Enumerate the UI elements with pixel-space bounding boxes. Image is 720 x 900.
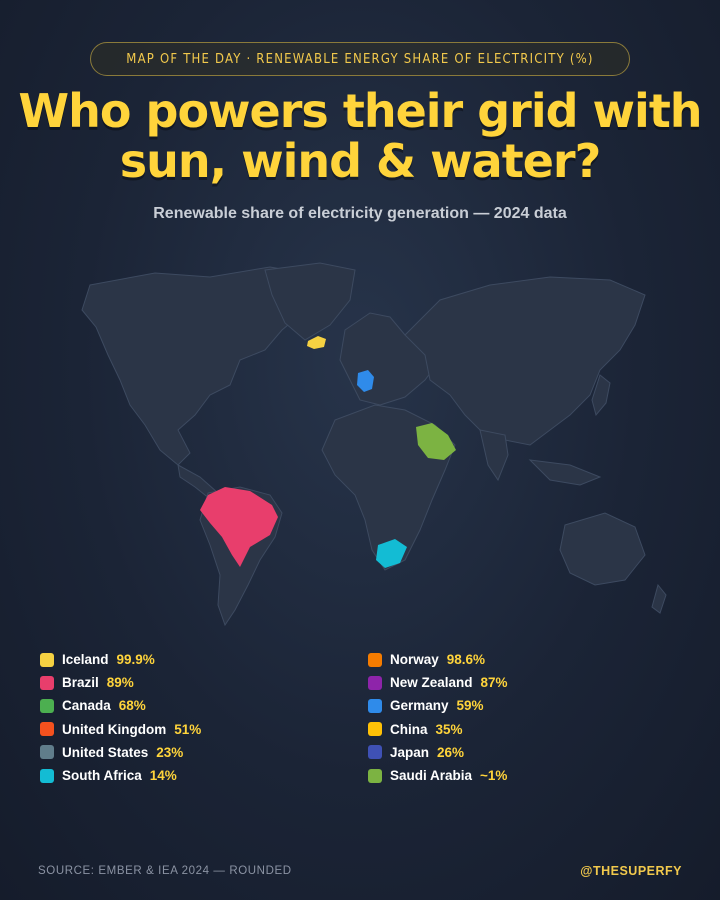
legend-item-saudi-arabia: Saudi Arabia ~1% [368,764,688,787]
legend-swatch [40,722,54,737]
legend-item-brazil: Brazil 89% [40,671,360,694]
southeast-asia-land [528,459,602,486]
source-note: SOURCE: EMBER & IEA 2024 — ROUNDED [38,865,292,877]
legend-country: New Zealand [390,675,473,691]
legend-value: ~1% [480,768,508,784]
legend-item-germany: Germany 59% [368,694,688,717]
legend-item-new-zealand: New Zealand 87% [368,671,688,694]
legend-country: Canada [62,698,111,714]
legend-country: United States [62,744,149,760]
japan-land [591,374,611,417]
legend-swatch [40,675,54,690]
legend-item-china: China 35% [368,718,688,741]
legend-swatch [368,698,382,713]
legend-value: 51% [174,721,202,737]
legend-country: Brazil [62,675,99,691]
legend-item-canada: Canada 68% [40,694,360,717]
legend-value: 59% [456,698,484,714]
kicker-text: MAP OF THE DAY · RENEWABLE ENERGY SHARE … [126,51,594,67]
legend-country: Norway [390,652,439,668]
iceland-region [307,336,326,349]
legend-country: China [390,721,428,737]
legend-swatch [368,768,382,783]
legend-left-column: Iceland 99.9% Brazil 89% Canada 68% Unit… [40,648,360,787]
legend-value: 14% [149,768,177,784]
legend-swatch [368,652,382,667]
legend-country: South Africa [62,768,142,784]
legend-country: United Kingdom [62,721,167,737]
legend-swatch [368,675,382,690]
legend-item-norway: Norway 98.6% [368,648,688,671]
legend-value: 23% [156,744,184,760]
legend-value: 99.9% [116,652,155,668]
legend-item-united-states: United States 23% [40,741,360,764]
kicker-badge: MAP OF THE DAY · RENEWABLE ENERGY SHARE … [90,42,630,76]
germany-region [357,370,374,392]
legend-country: Iceland [62,652,109,668]
subtitle: Renewable share of electricity generatio… [153,205,567,222]
legend-country: Germany [390,698,449,714]
world-map [81,262,667,627]
saudi-arabia-region [416,423,456,460]
south-africa-region [376,539,407,568]
legend-value: 26% [437,744,465,760]
new-zealand-land [651,583,667,614]
legend-country: Japan [390,744,430,760]
headline-line-2: sun, wind & water? [119,134,602,188]
legend-item-japan: Japan 26% [368,741,688,764]
legend-value: 68% [118,698,146,714]
legend-swatch [368,722,382,737]
greenland-land [264,262,356,341]
headline: Who powers their grid with sun, wind & w… [0,86,720,186]
author-handle: @THESUPERFY [580,864,682,878]
legend-value: 87% [480,675,508,691]
land-masses [81,262,667,627]
legend-swatch [40,768,54,783]
legend-item-united-kingdom: United Kingdom 51% [40,718,360,741]
legend-swatch [40,745,54,760]
australia-land [559,512,646,586]
asia-land [404,276,646,446]
legend-swatch [40,652,54,667]
legend-right-column: Norway 98.6% New Zealand 87% Germany 59%… [368,648,688,787]
legend-value: 35% [435,721,463,737]
legend-item-iceland: Iceland 99.9% [40,648,360,671]
legend-country: Saudi Arabia [390,768,473,784]
headline-line-1: Who powers their grid with [18,84,702,138]
legend-swatch [368,745,382,760]
legend-swatch [40,698,54,713]
legend-value: 89% [106,675,134,691]
brazil-region [200,487,278,567]
legend-item-south-africa: South Africa 14% [40,764,360,787]
india-land [479,429,509,482]
legend-value: 98.6% [446,652,486,668]
